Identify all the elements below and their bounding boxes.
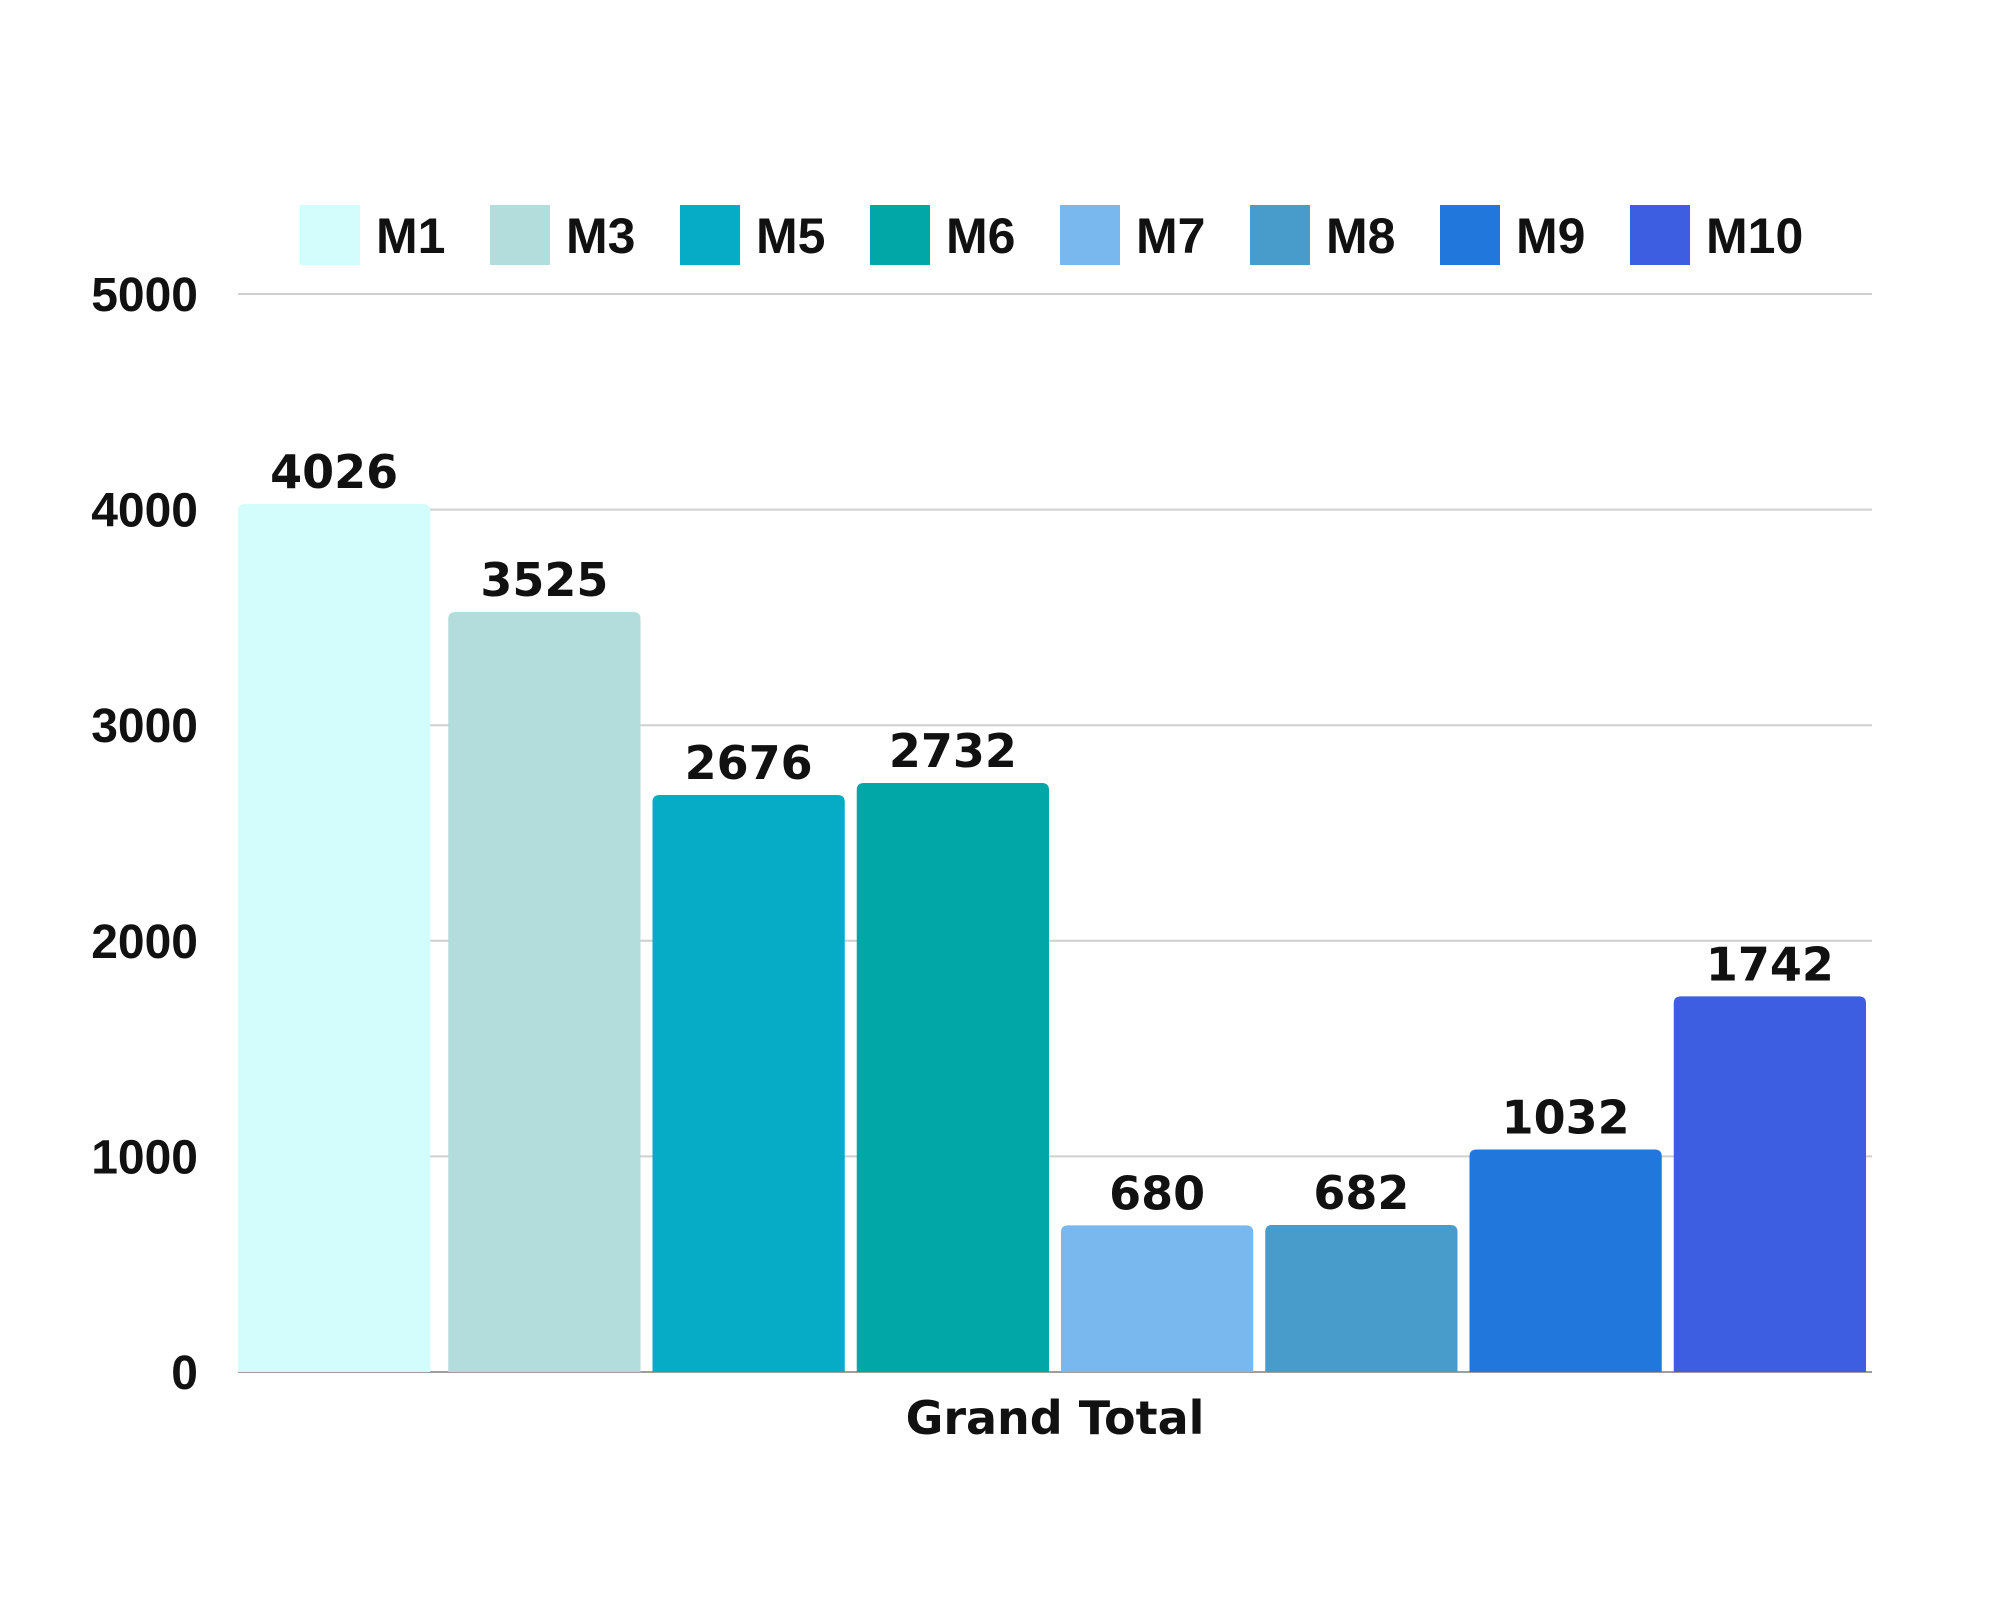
- bar-m9: [1469, 1149, 1662, 1372]
- data-label-m6: 2732: [889, 724, 1017, 778]
- legend-swatch: [870, 205, 930, 265]
- legend-label: M8: [1326, 208, 1395, 264]
- y-axis-ticks: 0 1000 2000 3000 4000 5000: [91, 269, 198, 1400]
- bar-m10: [1673, 996, 1866, 1372]
- legend: M1 M3 M5 M6 M7 M8 M9 M10: [300, 205, 1803, 265]
- x-category-label: Grand Total: [906, 1391, 1205, 1445]
- bar-m6: [856, 782, 1049, 1372]
- bars: [238, 503, 1866, 1372]
- legend-label: M10: [1706, 208, 1803, 264]
- legend-swatch: [1060, 205, 1120, 265]
- legend-item-m8: M8: [1250, 205, 1395, 265]
- legend-label: M7: [1136, 208, 1205, 264]
- bar-m8: [1265, 1224, 1458, 1372]
- legend-label: M9: [1516, 208, 1585, 264]
- bar-m5: [652, 795, 845, 1372]
- legend-item-m3: M3: [490, 205, 635, 265]
- y-tick-label: 4000: [91, 485, 198, 538]
- legend-label: M3: [566, 208, 635, 264]
- legend-swatch: [1630, 205, 1690, 265]
- bar-m1: [238, 503, 431, 1372]
- legend-item-m9: M9: [1440, 205, 1585, 265]
- data-labels: 4026 3525 2676 2732 680 682 1032 1742: [270, 445, 1834, 1220]
- legend-swatch: [1250, 205, 1310, 265]
- y-tick-label: 1000: [91, 1131, 198, 1184]
- bar-m3: [448, 612, 641, 1372]
- legend-label: M1: [376, 208, 445, 264]
- data-label-m10: 1742: [1706, 937, 1834, 991]
- legend-swatch: [300, 205, 360, 265]
- legend-label: M6: [946, 208, 1015, 264]
- data-label-m9: 1032: [1502, 1091, 1630, 1145]
- legend-item-m5: M5: [680, 205, 825, 265]
- legend-swatch: [490, 205, 550, 265]
- data-label-m3: 3525: [480, 553, 608, 607]
- legend-item-m6: M6: [870, 205, 1015, 265]
- y-tick-label: 5000: [91, 269, 198, 322]
- y-tick-label: 0: [171, 1347, 198, 1400]
- data-label-m5: 2676: [685, 736, 813, 790]
- legend-item-m10: M10: [1630, 205, 1803, 265]
- legend-item-m7: M7: [1060, 205, 1205, 265]
- legend-item-m1: M1: [300, 205, 445, 265]
- data-label-m7: 680: [1109, 1166, 1205, 1220]
- x-axis-categories: Grand Total: [906, 1391, 1205, 1445]
- legend-swatch: [680, 205, 740, 265]
- bar-m7: [1061, 1225, 1254, 1372]
- legend-label: M5: [756, 208, 825, 264]
- y-tick-label: 3000: [91, 700, 198, 753]
- data-label-m8: 682: [1313, 1166, 1409, 1220]
- y-tick-label: 2000: [91, 916, 198, 969]
- legend-swatch: [1440, 205, 1500, 265]
- data-label-m1: 4026: [270, 445, 398, 499]
